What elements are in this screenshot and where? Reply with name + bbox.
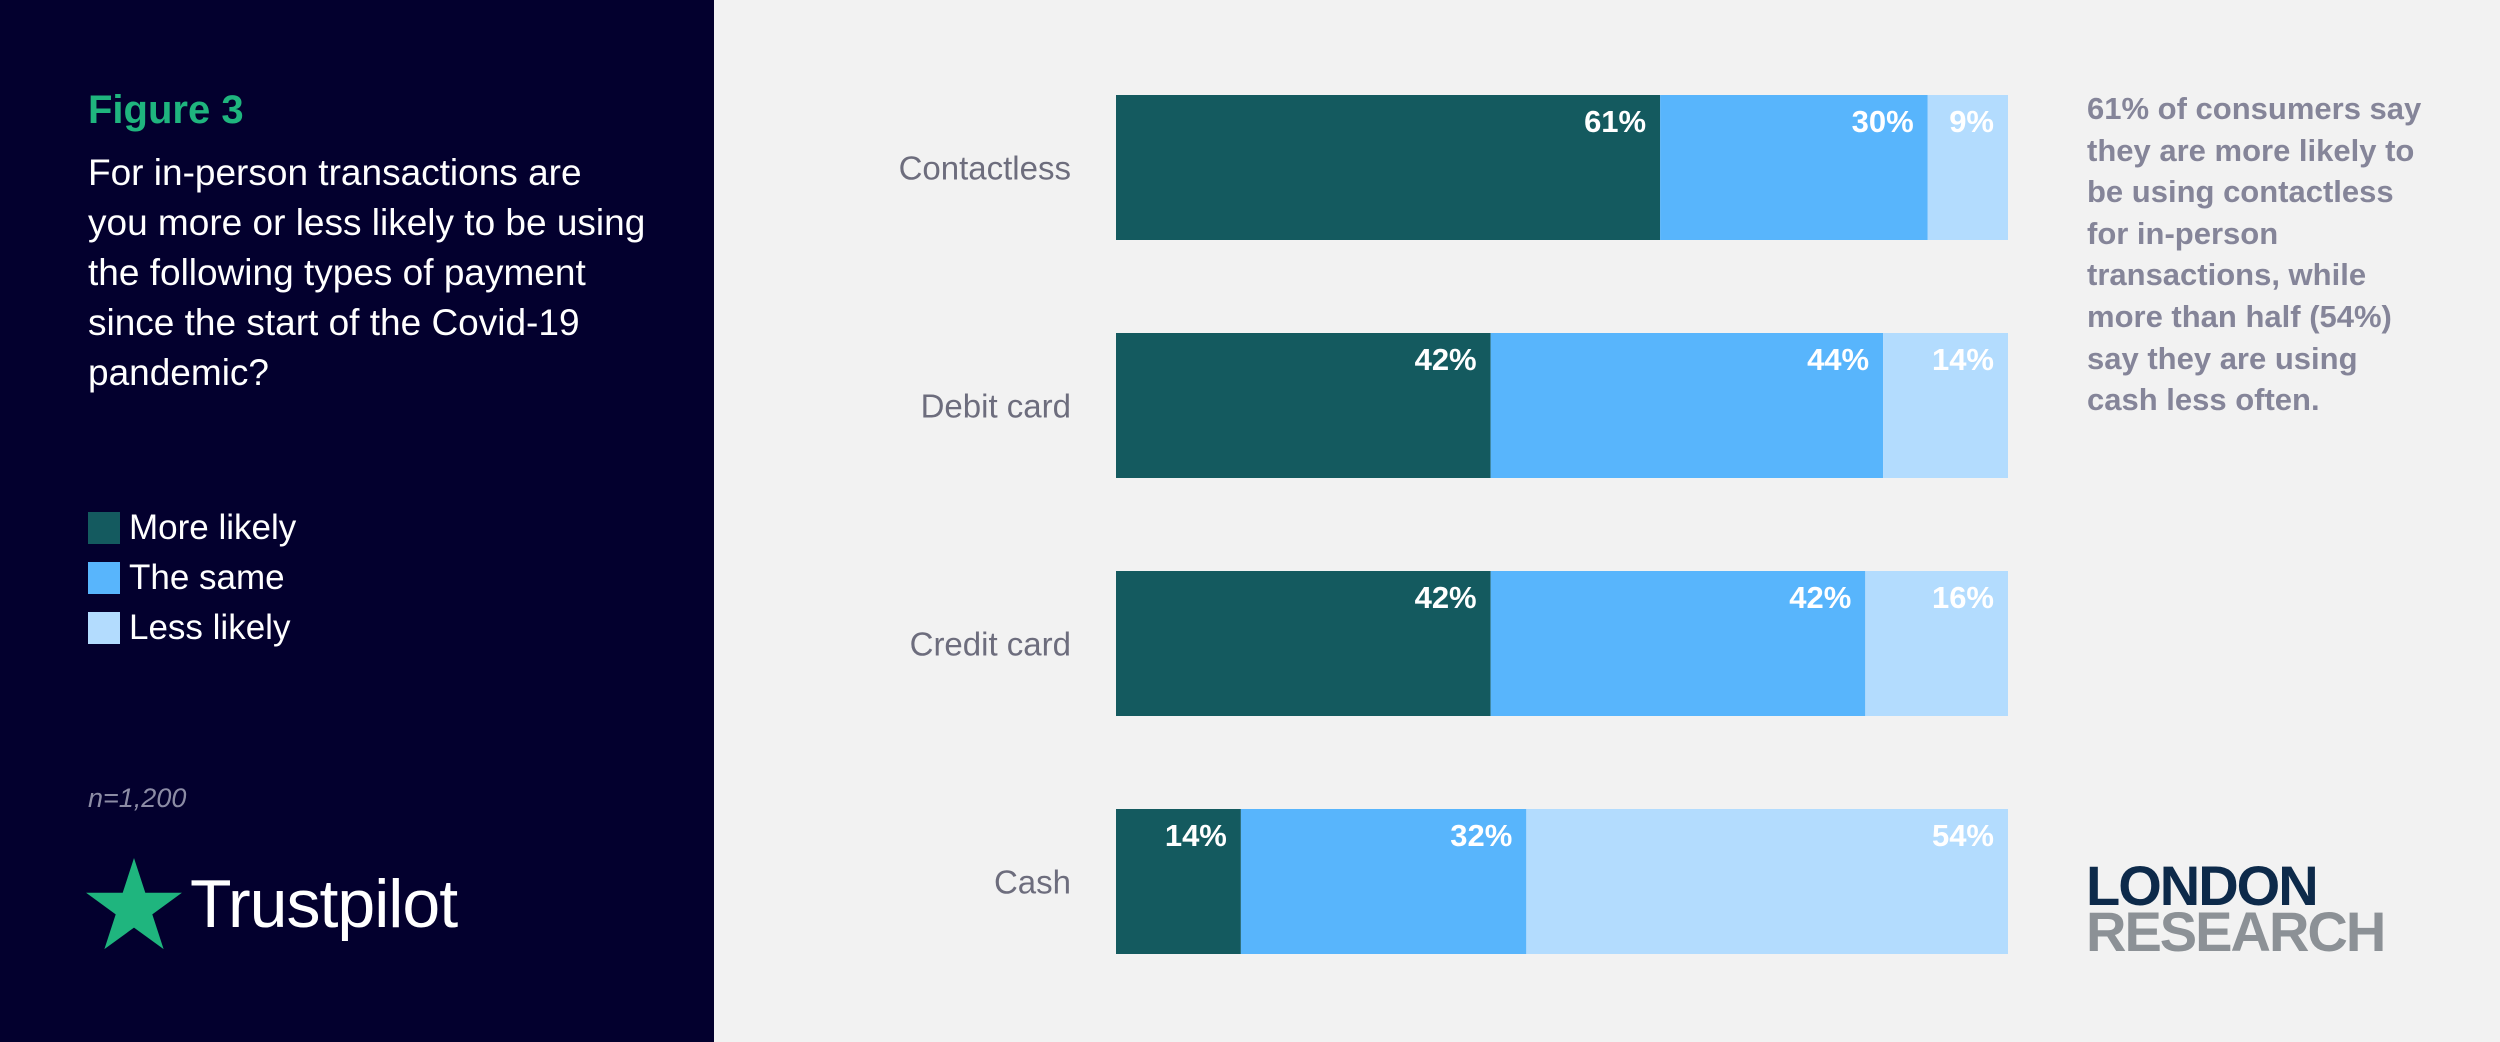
legend-swatch-less-likely <box>88 612 120 644</box>
legend-label-more-likely: More likely <box>129 508 297 547</box>
data-label-contactless-the-same: 30% <box>1852 104 1914 139</box>
bar-debit-card-less-likely <box>1883 333 2008 478</box>
legend-item-the-same: The same <box>88 553 296 603</box>
data-label-debit-card-less-likely: 14% <box>1932 342 1994 377</box>
data-label-contactless-less-likely: 9% <box>1949 104 1994 139</box>
data-label-cash-less-likely: 54% <box>1932 818 1994 853</box>
data-label-contactless-more-likely: 61% <box>1584 104 1646 139</box>
bar-cash-the-same <box>1240 809 1527 954</box>
legend-swatch-the-same <box>88 562 120 594</box>
stacked-bar-chart: Contactless 61% 30% 9% Debit card 42% 44% 14% Cr… <box>899 95 2008 954</box>
bar-cash-more-likely <box>1116 809 1241 954</box>
callout-text: 61% of consumers say they are more likel… <box>2087 91 2422 418</box>
category-label-credit-card: Credit card <box>910 626 1071 663</box>
data-label-cash-the-same: 32% <box>1450 818 1512 853</box>
star-icon <box>86 858 182 950</box>
bar-credit-card-the-same <box>1490 571 1866 716</box>
bar-contactless-the-same <box>1660 95 1928 240</box>
sample-size-note: n=1,200 <box>88 783 187 813</box>
category-label-cash: Cash <box>994 864 1071 901</box>
bar-cash-less-likely <box>1526 809 2008 954</box>
brand-name: Trustpilot <box>190 866 458 942</box>
bar-contactless-more-likely <box>1116 95 1661 240</box>
bar-debit-card-more-likely <box>1116 333 1491 478</box>
legend-label-less-likely: Less likely <box>129 608 291 647</box>
data-label-credit-card-more-likely: 42% <box>1415 580 1477 615</box>
logo-line-1: LONDON <box>2086 854 2319 917</box>
legend-label-the-same: The same <box>129 558 285 597</box>
category-label-debit-card: Debit card <box>921 388 1071 425</box>
data-label-credit-card-the-same: 42% <box>1789 580 1851 615</box>
london-research-logo: LONDON RESEARCH <box>2086 854 2386 963</box>
legend-item-more-likely: More likely <box>88 503 296 553</box>
data-label-debit-card-the-same: 44% <box>1807 342 1869 377</box>
data-label-credit-card-less-likely: 16% <box>1932 580 1994 615</box>
legend: More likely The same Less likely <box>88 503 296 653</box>
category-label-contactless: Contactless <box>899 150 1071 187</box>
legend-item-less-likely: Less likely <box>88 603 296 653</box>
bar-credit-card-more-likely <box>1116 571 1491 716</box>
trustpilot-logo: Trustpilot <box>86 858 458 950</box>
bar-credit-card-less-likely <box>1865 571 2008 716</box>
bar-contactless-less-likely <box>1927 95 2008 240</box>
data-label-cash-more-likely: 14% <box>1165 818 1227 853</box>
figure-label: Figure 3 <box>88 88 244 132</box>
bar-debit-card-the-same <box>1490 333 1884 478</box>
left-panel: Figure 3 For in-person transactions are … <box>0 0 714 1042</box>
logo-line-2: RESEARCH <box>2086 900 2386 963</box>
legend-swatch-more-likely <box>88 512 120 544</box>
figure-title: For in-person transactions are you more … <box>88 152 646 393</box>
data-label-debit-card-more-likely: 42% <box>1415 342 1477 377</box>
